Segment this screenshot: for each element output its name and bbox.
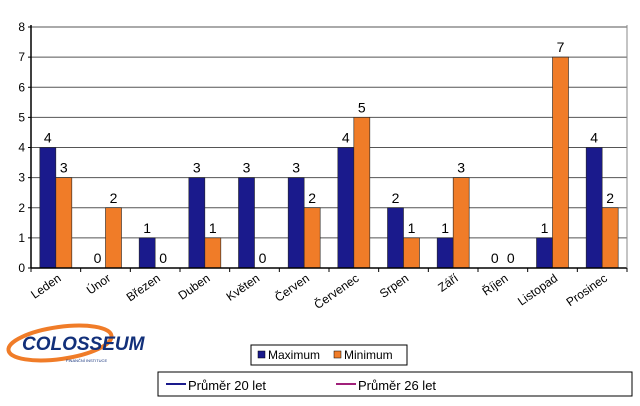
bars: [39, 56, 619, 269]
grid-lines: [31, 26, 627, 239]
bar-minimum: [552, 56, 569, 269]
y-tick-label: 3: [18, 171, 25, 185]
bar-maximum: [387, 207, 404, 269]
bar-minimum: [105, 207, 122, 269]
bar-minimum: [303, 207, 321, 269]
data-label: 3: [457, 160, 465, 176]
logo-text: COLOSSEUM: [22, 334, 146, 355]
y-tick-label: 6: [18, 80, 25, 94]
bar-minimum: [353, 117, 371, 269]
data-label: 1: [143, 220, 151, 236]
bar-minimum: [55, 177, 73, 269]
data-label: 1: [209, 220, 217, 236]
bar-minimum: [403, 237, 420, 269]
data-label: 1: [441, 220, 449, 236]
bar-maximum: [337, 147, 355, 269]
data-label: 2: [110, 190, 118, 206]
y-tick-label: 2: [18, 201, 25, 215]
data-label: 0: [507, 250, 515, 266]
y-tick-label: 0: [18, 261, 25, 275]
secondary-legend: Průměr 20 let Průměr 26 let: [157, 371, 633, 397]
secondary-legend-label: Průměr 26 let: [358, 378, 436, 393]
bar-minimum: [204, 237, 222, 269]
data-label: 2: [308, 190, 316, 206]
legend-label: Maximum: [268, 348, 320, 362]
bar-maximum: [287, 177, 305, 269]
data-label: 3: [292, 160, 300, 176]
y-tick-label: 8: [18, 20, 25, 34]
bar-maximum: [188, 177, 206, 269]
y-tick-label: 7: [18, 50, 25, 64]
data-label: 0: [491, 250, 499, 266]
data-label: 2: [392, 190, 400, 206]
data-label: 1: [408, 220, 416, 236]
bar-maximum: [39, 147, 57, 269]
data-label: 4: [44, 130, 52, 146]
y-tick-label: 5: [18, 110, 25, 124]
data-label: 7: [557, 39, 565, 55]
bar-maximum: [436, 237, 454, 269]
data-label: 4: [590, 130, 598, 146]
secondary-legend-label: Průměr 20 let: [188, 378, 266, 393]
legend-swatch: [333, 350, 342, 359]
legend-box: [250, 344, 408, 366]
data-label: 3: [193, 160, 201, 176]
legend-swatch: [257, 350, 266, 359]
y-tick-label: 1: [18, 231, 25, 245]
secondary-legend-box: [157, 371, 633, 397]
bar-minimum: [452, 177, 470, 269]
legend: Maximum Minimum: [250, 344, 408, 366]
data-label: 0: [259, 250, 267, 266]
data-label: 0: [159, 250, 167, 266]
y-tick-label: 4: [18, 141, 25, 155]
bar-minimum: [601, 207, 619, 269]
data-label: 0: [94, 250, 102, 266]
colosseum-logo: COLOSSEUM FINANČNÍ INSTITUCE: [6, 323, 146, 363]
axes: [30, 25, 628, 269]
bar-maximum: [585, 147, 603, 269]
bar-maximum: [138, 237, 156, 269]
data-label: 4: [342, 130, 350, 146]
logo-subtext: FINANČNÍ INSTITUCE: [66, 358, 107, 363]
data-label: 3: [243, 160, 251, 176]
bar-maximum: [536, 237, 553, 269]
data-label: 2: [606, 190, 614, 206]
data-label: 1: [541, 220, 549, 236]
data-label: 5: [358, 99, 366, 115]
legend-label: Minimum: [344, 348, 393, 362]
bar-maximum: [238, 177, 255, 269]
data-label: 3: [60, 160, 68, 176]
